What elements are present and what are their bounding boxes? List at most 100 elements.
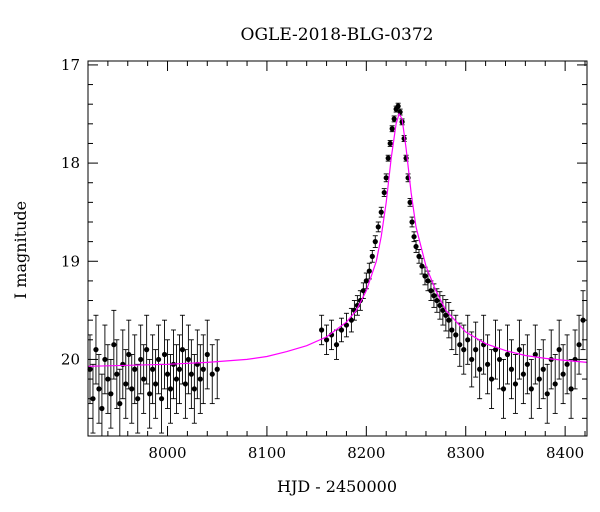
plot-area: [87, 102, 588, 437]
chart-title: OGLE-2018-BLG-0372: [241, 25, 434, 45]
x-tick-label: 8000: [148, 444, 186, 462]
x-tick-label: 8400: [546, 444, 584, 462]
data-point: [105, 376, 111, 382]
data-point: [496, 356, 503, 363]
data-point: [120, 361, 126, 367]
data-point: [102, 356, 108, 363]
y-tick-label: 17: [61, 56, 80, 74]
data-point: [323, 337, 330, 343]
data-point: [114, 371, 120, 377]
data-point: [556, 347, 562, 353]
data-point: [419, 263, 425, 269]
data-point: [383, 175, 389, 181]
data-point: [461, 347, 467, 353]
data-point: [348, 317, 355, 323]
data-point: [188, 371, 194, 377]
data-point: [185, 356, 191, 363]
data-point: [147, 391, 153, 397]
data-point: [484, 361, 491, 367]
data-point: [167, 386, 174, 392]
data-point: [360, 288, 366, 294]
data-point: [179, 347, 186, 353]
data-point: [152, 381, 159, 387]
data-point: [473, 347, 479, 353]
data-point: [544, 391, 550, 397]
data-point: [132, 366, 138, 372]
data-point: [465, 337, 471, 343]
data-point: [182, 381, 189, 387]
data-point: [93, 347, 99, 353]
data-point: [129, 386, 135, 392]
data-point: [568, 386, 574, 392]
data-point: [150, 366, 156, 372]
data-point: [99, 405, 105, 412]
data-point: [560, 371, 566, 377]
data-point: [457, 342, 463, 348]
data-point: [446, 317, 452, 323]
data-point: [191, 386, 197, 392]
data-point: [500, 386, 507, 392]
y-tick-label: 20: [61, 350, 80, 368]
data-point: [138, 356, 144, 363]
y-tick-label: 18: [61, 154, 80, 172]
data-point: [338, 327, 345, 333]
data-point: [434, 297, 440, 304]
x-axis-label: HJD - 2450000: [277, 477, 397, 496]
y-tick-label: 19: [61, 252, 80, 270]
data-point: [111, 342, 117, 348]
data-point: [397, 109, 403, 115]
data-point: [375, 224, 381, 230]
data-point: [508, 366, 515, 372]
data-point: [528, 386, 534, 392]
data-point: [108, 391, 114, 397]
data-point: [492, 347, 499, 353]
data-point: [155, 356, 162, 363]
data-point: [536, 376, 542, 382]
data-point: [378, 209, 384, 215]
data-point: [431, 293, 437, 299]
x-tick-label: 8200: [347, 444, 385, 462]
data-point: [469, 356, 475, 363]
x-tick-label: 8300: [447, 444, 485, 462]
data-point: [200, 366, 206, 372]
data-point: [564, 361, 570, 367]
data-point: [87, 366, 93, 372]
data-point: [318, 327, 325, 333]
data-point: [477, 366, 483, 372]
data-point: [443, 312, 449, 318]
data-point: [449, 327, 455, 333]
data-point: [141, 376, 147, 382]
data-point: [411, 234, 417, 240]
data-point: [407, 199, 413, 205]
data-point: [126, 351, 132, 358]
data-point: [363, 278, 369, 284]
data-point: [385, 155, 391, 161]
data-point: [524, 361, 530, 367]
data-point: [395, 103, 401, 109]
data-point: [161, 351, 168, 358]
data-point: [389, 126, 395, 132]
y-axis-label: I magnitude: [11, 201, 30, 299]
data-point: [540, 366, 546, 372]
data-point: [381, 189, 387, 196]
data-point: [504, 351, 511, 358]
data-point: [204, 351, 210, 358]
data-point: [387, 140, 393, 147]
data-point: [123, 381, 129, 387]
data-point: [197, 376, 203, 382]
data-point: [437, 302, 443, 309]
data-point: [576, 342, 582, 348]
model-curve: [87, 112, 588, 367]
data-point: [209, 371, 215, 377]
data-point: [453, 332, 459, 338]
data-point: [488, 376, 495, 382]
data-point: [135, 396, 141, 402]
data-point: [372, 239, 378, 245]
data-point: [413, 243, 419, 250]
data-point: [173, 376, 180, 382]
data-point: [366, 268, 372, 274]
data-point: [520, 371, 526, 377]
plot-frame: [87, 60, 588, 437]
data-point: [391, 116, 397, 122]
